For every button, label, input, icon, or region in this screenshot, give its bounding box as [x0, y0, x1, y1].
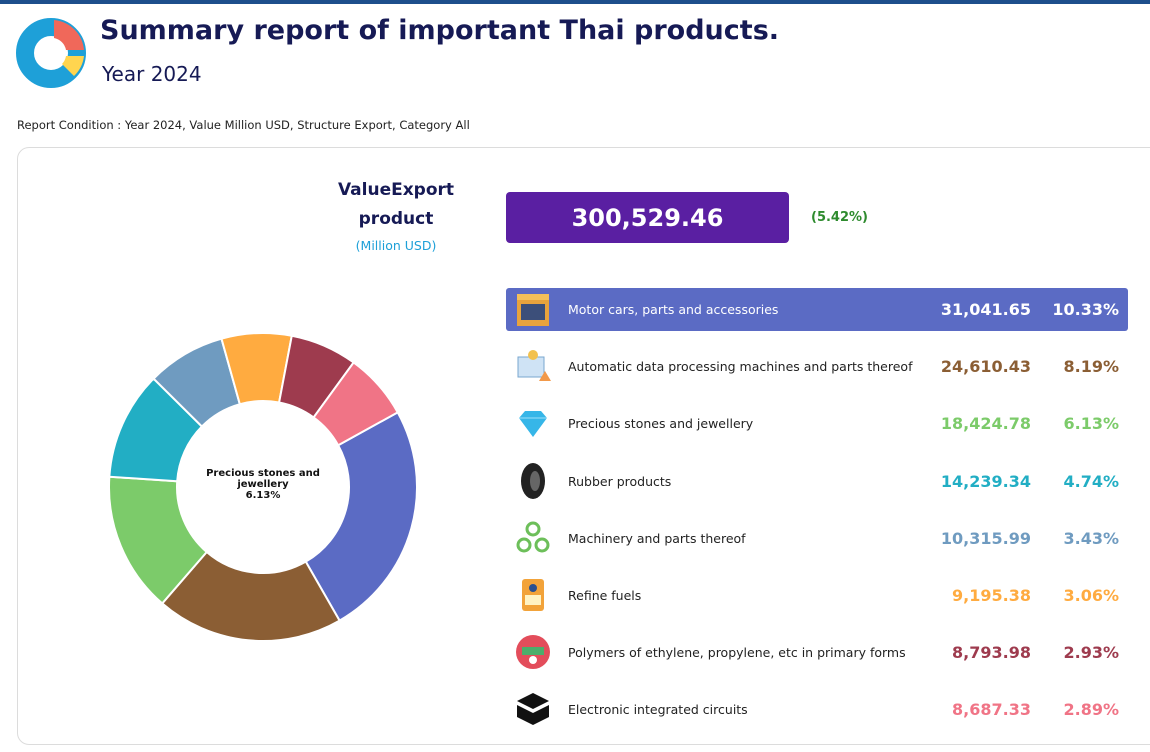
product-name: Rubber products	[568, 473, 672, 489]
subtitle: Year 2024	[102, 62, 202, 86]
product-row: Electronic integrated circuits 8,687.33 2.…	[506, 688, 1128, 731]
product-row: Rubber products 14,239.34 4.74%	[506, 460, 1128, 503]
card	[17, 147, 1150, 745]
donut-segment	[304, 410, 418, 622]
product-value: 24,610.43	[940, 357, 1031, 377]
center-share: 6.13%	[245, 490, 281, 501]
donut-segment	[160, 550, 341, 642]
logo	[16, 18, 86, 88]
product-name: Precious stones and jewellery	[568, 416, 754, 432]
unit: (Million USD)	[355, 238, 437, 253]
product-share: 2.93%	[1063, 643, 1119, 663]
product-share: 3.06%	[1063, 586, 1119, 605]
change: (5.42%)	[811, 210, 868, 225]
value-label-line: ValueExport	[337, 180, 455, 200]
product-value: 18,424.78	[940, 414, 1031, 434]
product-value: 8,687.33	[952, 700, 1031, 720]
product-name: Polymers of ethylene, propylene, etc in …	[568, 645, 906, 661]
product-name: Refine fuels	[568, 588, 642, 603]
product-row: Automatic data processing machines and p…	[506, 345, 1128, 388]
value-label-line: product	[358, 209, 434, 229]
value-label: ValueExport product	[316, 176, 476, 234]
product-name: Automatic data processing machines and p…	[568, 359, 913, 375]
product-value: 31,041.65	[940, 300, 1031, 319]
icon-gears	[516, 521, 550, 553]
product-share: 2.89%	[1063, 700, 1119, 720]
product-row: Motor cars, parts and accessories 31,041.…	[506, 288, 1128, 331]
product-name: Motor cars, parts and accessories	[568, 302, 779, 317]
top-bar	[0, 0, 1150, 4]
icon-car-shop	[517, 294, 549, 326]
product-share: 8.19%	[1063, 357, 1119, 377]
product-row: Machinery and parts thereof 10,315.99 3.43…	[506, 517, 1128, 560]
product-share: 4.74%	[1063, 471, 1119, 491]
total-value: 300,529.46	[506, 192, 789, 243]
product-share: 6.13%	[1063, 414, 1119, 434]
logo-ring	[16, 18, 86, 88]
donut-center-label: Precious stones and jewellery 6.13%	[203, 468, 323, 501]
product-name: Electronic integrated circuits	[568, 702, 748, 718]
donut-segment	[312, 361, 400, 447]
title: Summary report of important Thai product…	[100, 15, 780, 46]
product-value: 9,195.38	[952, 586, 1031, 605]
icon-chip	[517, 693, 549, 725]
product-share: 3.43%	[1063, 528, 1119, 548]
product-value: 10,315.99	[940, 528, 1031, 548]
donut-chart	[108, 332, 418, 642]
product-name: Machinery and parts thereof	[568, 530, 746, 546]
product-row: Precious stones and jewellery 18,424.78 6.…	[506, 402, 1128, 445]
icon-plastic	[516, 635, 550, 669]
logo-yellow	[62, 56, 84, 76]
icon-computer	[517, 350, 551, 381]
icon-diamond	[519, 411, 547, 437]
icon-tire	[521, 463, 545, 499]
product-share: 10.33%	[1052, 300, 1119, 319]
product-row: Refine fuels 9,195.38 3.06%	[506, 574, 1128, 617]
center-name: Precious stones and jewellery	[206, 468, 320, 490]
product-row: Polymers of ethylene, propylene, etc in …	[506, 631, 1128, 674]
report-condition: Report Condition : Year 2024, Value Mill…	[17, 118, 470, 132]
logo-red	[54, 20, 84, 50]
product-value: 8,793.98	[952, 643, 1031, 663]
icon-oil	[522, 579, 544, 611]
product-value: 14,239.34	[940, 471, 1031, 491]
